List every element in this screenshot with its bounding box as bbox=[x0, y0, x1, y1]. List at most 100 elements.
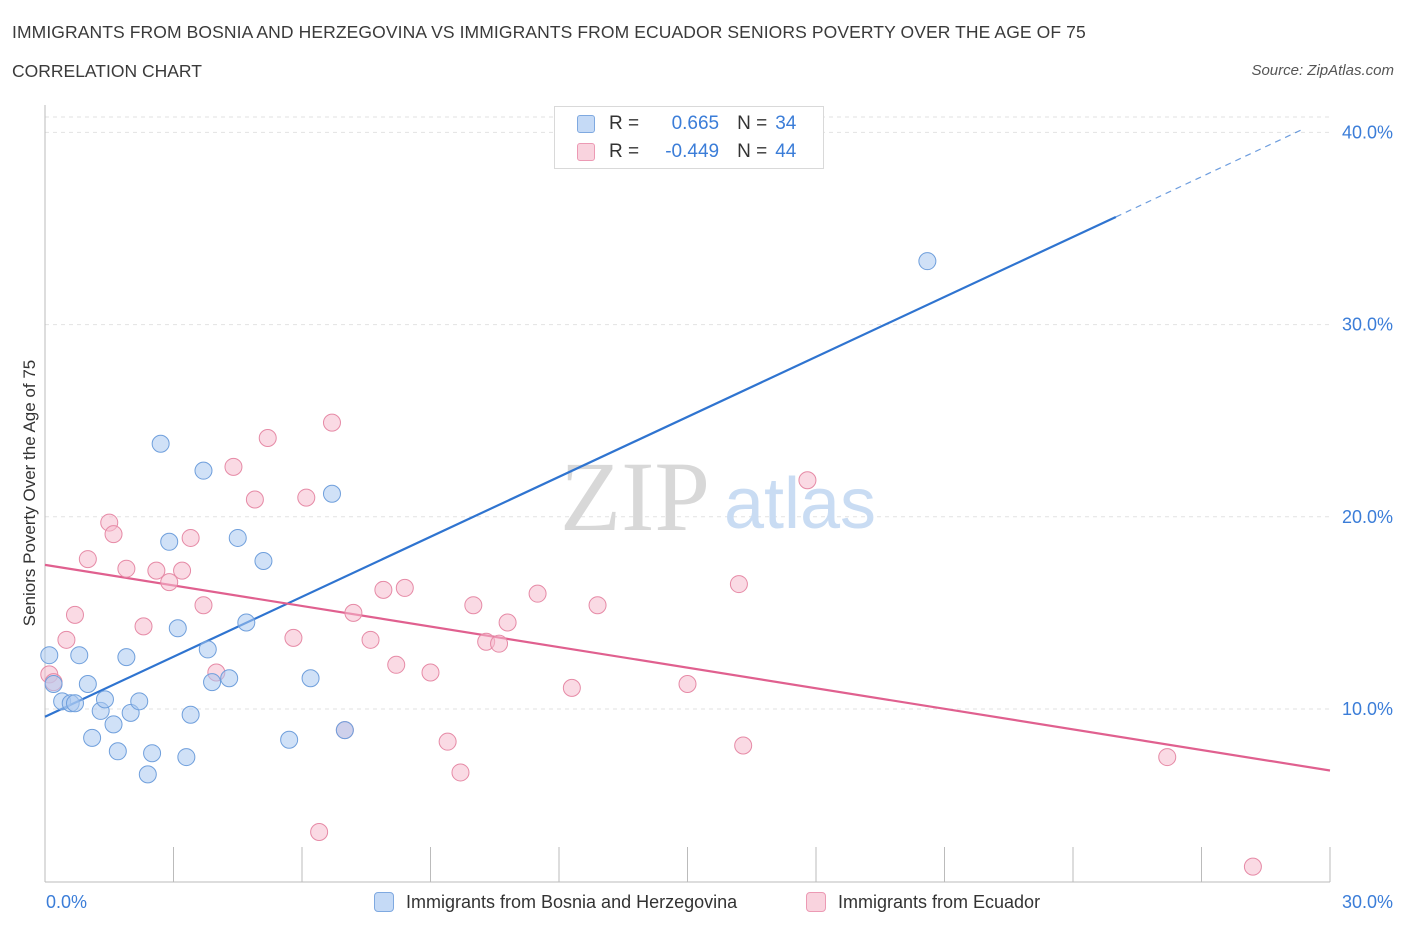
legend-n-value: 44 bbox=[775, 141, 797, 162]
legend-row-pink: R = -0.449 N = 44 bbox=[577, 140, 796, 164]
y-tick-label: 40.0% bbox=[1342, 122, 1393, 142]
blue-point bbox=[65, 694, 84, 713]
pink-point bbox=[310, 823, 329, 842]
axes bbox=[44, 105, 1331, 883]
blue-point bbox=[70, 646, 89, 665]
watermark: ZIP atlas bbox=[560, 441, 876, 552]
bottom-legend-swatch-blue bbox=[374, 892, 394, 912]
pink-point bbox=[284, 628, 303, 647]
chart-title: IMMIGRANTS FROM BOSNIA AND HERZEGOVINA V… bbox=[12, 22, 1086, 42]
pink-point bbox=[173, 561, 192, 580]
legend-swatch-pink bbox=[577, 143, 595, 161]
pink-point bbox=[678, 675, 697, 694]
pink-point bbox=[734, 736, 753, 755]
pink-point bbox=[322, 413, 341, 432]
tick-labels: 10.0% 20.0% 30.0% 40.0% 0.0% 30.0% bbox=[46, 122, 1393, 912]
pink-point bbox=[134, 617, 153, 636]
blue-point bbox=[918, 252, 937, 271]
legend-swatch-blue bbox=[577, 115, 595, 133]
data-points bbox=[40, 252, 1262, 876]
pink-point bbox=[297, 488, 316, 507]
blue-point bbox=[108, 742, 127, 761]
blue-point bbox=[237, 613, 256, 632]
bottom-legend-blue: Immigrants from Bosnia and Herzegovina bbox=[374, 889, 737, 915]
blue-point bbox=[95, 690, 114, 709]
pink-point bbox=[1158, 748, 1177, 767]
blue-point bbox=[160, 532, 179, 551]
trend-lines bbox=[44, 127, 1331, 772]
bottom-legend-label-pink: Immigrants from Ecuador bbox=[838, 891, 1041, 912]
x-tick-label: 0.0% bbox=[46, 892, 87, 912]
pink-point bbox=[361, 630, 380, 649]
pink-point bbox=[78, 550, 97, 569]
pink-point bbox=[490, 634, 509, 653]
pink-point bbox=[65, 605, 84, 624]
chart-subtitle: CORRELATION CHART bbox=[12, 61, 202, 81]
pink-point bbox=[104, 525, 123, 544]
y-tick-label: 20.0% bbox=[1342, 507, 1393, 527]
blue-point bbox=[181, 705, 200, 724]
blue-point bbox=[322, 484, 341, 503]
blue-point bbox=[117, 648, 136, 667]
blue-point bbox=[44, 675, 63, 694]
x-tick-label: 30.0% bbox=[1342, 892, 1393, 912]
blue-point bbox=[168, 619, 187, 638]
pink-point bbox=[528, 584, 547, 603]
blue-point bbox=[143, 744, 162, 763]
legend-r-label: R = bbox=[609, 113, 640, 134]
bottom-legend-label-blue: Immigrants from Bosnia and Herzegovina bbox=[406, 891, 738, 912]
pink-point bbox=[498, 613, 517, 632]
blue-point bbox=[301, 669, 320, 688]
correlation-legend: R = 0.665 N = 34 R = -0.449 N = 44 bbox=[554, 106, 824, 169]
pink-point bbox=[374, 580, 393, 599]
legend-r-value: 0.665 bbox=[671, 113, 720, 134]
blue-trend-extension bbox=[1115, 127, 1305, 218]
blue-point bbox=[220, 669, 239, 688]
source-credit: Source: ZipAtlas.com bbox=[1251, 62, 1394, 79]
pink-point bbox=[194, 596, 213, 615]
pink-point bbox=[395, 578, 414, 597]
pink-point bbox=[562, 678, 581, 697]
blue-point bbox=[335, 721, 354, 740]
blue-point bbox=[177, 748, 196, 767]
legend-n-label: N = bbox=[737, 141, 768, 162]
legend-n-label: N = bbox=[737, 113, 768, 134]
pink-point bbox=[451, 763, 470, 782]
pink-point bbox=[181, 528, 200, 547]
pink-point bbox=[224, 457, 243, 476]
pink-point bbox=[57, 630, 76, 649]
blue-point bbox=[83, 728, 102, 747]
blue-point bbox=[203, 673, 222, 692]
blue-point bbox=[78, 675, 97, 694]
legend-row-blue: R = 0.665 N = 34 bbox=[577, 112, 796, 136]
pink-point bbox=[1243, 857, 1262, 876]
pink-point bbox=[245, 490, 264, 509]
blue-point bbox=[280, 730, 299, 749]
blue-point bbox=[228, 528, 247, 547]
pink-point bbox=[464, 596, 483, 615]
legend-r-value: -0.449 bbox=[665, 141, 720, 162]
pink-point bbox=[117, 559, 136, 578]
blue-point bbox=[254, 552, 273, 571]
blue-point bbox=[40, 646, 59, 665]
pink-point bbox=[588, 596, 607, 615]
bottom-legend-pink: Immigrants from Ecuador bbox=[806, 889, 1040, 915]
blue-point bbox=[104, 715, 123, 734]
pink-point bbox=[344, 603, 363, 622]
watermark-zip: ZIP bbox=[560, 441, 710, 552]
pink-point bbox=[729, 575, 748, 594]
pink-trend-line bbox=[44, 563, 1331, 772]
pink-point bbox=[160, 573, 179, 592]
legend-n-value: 34 bbox=[775, 113, 797, 134]
blue-point bbox=[138, 765, 157, 784]
blue-point bbox=[151, 434, 170, 453]
blue-point bbox=[130, 692, 149, 711]
legend-r-label: R = bbox=[609, 141, 640, 162]
pink-point bbox=[438, 732, 457, 751]
pink-point bbox=[387, 655, 406, 674]
bottom-legend-swatch-pink bbox=[806, 892, 826, 912]
blue-point bbox=[194, 461, 213, 480]
pink-point bbox=[258, 428, 277, 447]
pink-point bbox=[147, 561, 166, 580]
